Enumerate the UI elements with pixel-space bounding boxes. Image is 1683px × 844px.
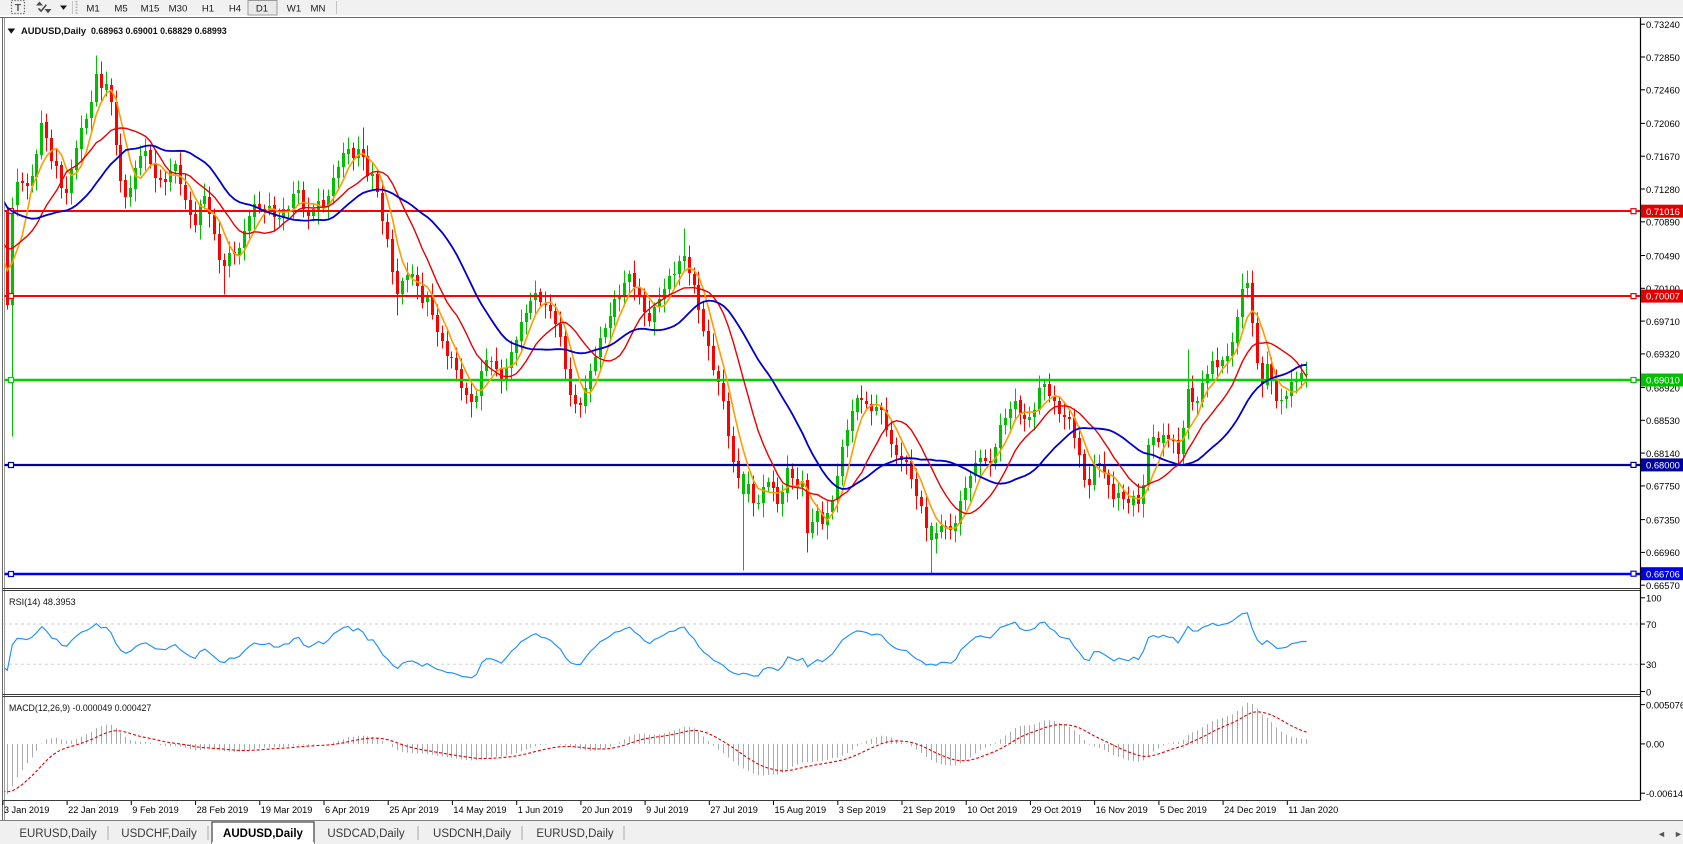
svg-text:19 Mar 2019: 19 Mar 2019 [261, 805, 313, 815]
svg-text:3 Sep 2019: 3 Sep 2019 [839, 805, 886, 815]
svg-text:0.68530: 0.68530 [1646, 415, 1680, 426]
svg-text:USDCHF,Daily: USDCHF,Daily [121, 828, 197, 840]
svg-text:AUDUSD,Daily: AUDUSD,Daily [21, 25, 87, 36]
svg-text:EURUSD,Daily: EURUSD,Daily [536, 828, 614, 840]
svg-text:1 Jun 2019: 1 Jun 2019 [518, 805, 563, 815]
svg-text:9 Jul 2019: 9 Jul 2019 [646, 805, 688, 815]
svg-text:EURUSD,Daily: EURUSD,Daily [19, 828, 97, 840]
svg-text:0.66570: 0.66570 [1646, 580, 1680, 591]
svg-text:MACD(12,26,9) -0.000049 0.0004: MACD(12,26,9) -0.000049 0.000427 [9, 703, 151, 713]
svg-text:29 Oct 2019: 29 Oct 2019 [1031, 805, 1081, 815]
svg-text:0.68963 0.69001 0.68829 0.6899: 0.68963 0.69001 0.68829 0.68993 [91, 26, 227, 36]
svg-text:0.71670: 0.71670 [1646, 151, 1680, 162]
svg-text:M30: M30 [169, 4, 188, 15]
svg-text:20 Jun 2019: 20 Jun 2019 [582, 805, 633, 815]
svg-text:0.70890: 0.70890 [1646, 217, 1680, 228]
svg-text:0.73240: 0.73240 [1646, 19, 1680, 30]
svg-text:-0.006148: -0.006148 [1646, 788, 1683, 799]
svg-text:D1: D1 [256, 4, 268, 15]
svg-text:22 Jan 2019: 22 Jan 2019 [68, 805, 119, 815]
svg-text:14 May 2019: 14 May 2019 [453, 805, 506, 815]
svg-text:27 Jul 2019: 27 Jul 2019 [710, 805, 758, 815]
svg-text:24 Dec 2019: 24 Dec 2019 [1224, 805, 1276, 815]
svg-text:11 Jan 2020: 11 Jan 2020 [1288, 805, 1338, 815]
svg-text:0.72850: 0.72850 [1646, 52, 1680, 63]
svg-text:0.70100: 0.70100 [1646, 283, 1680, 294]
svg-text:0.69320: 0.69320 [1646, 349, 1680, 360]
svg-text:MN: MN [311, 4, 326, 15]
svg-text:0.71280: 0.71280 [1646, 184, 1680, 195]
svg-text:0.70007: 0.70007 [1646, 291, 1680, 302]
svg-text:0.66960: 0.66960 [1646, 547, 1680, 558]
svg-text:21 Sep 2019: 21 Sep 2019 [903, 805, 955, 815]
svg-text:T: T [15, 2, 22, 14]
svg-text:RSI(14) 48.3953: RSI(14) 48.3953 [9, 597, 76, 607]
svg-text:15 Aug 2019: 15 Aug 2019 [775, 805, 827, 815]
svg-text:6 Apr 2019: 6 Apr 2019 [325, 805, 369, 815]
svg-text:0.005076: 0.005076 [1646, 699, 1683, 710]
svg-text:H4: H4 [229, 4, 242, 15]
svg-text:0.66706: 0.66706 [1646, 568, 1680, 579]
svg-text:30: 30 [1646, 659, 1656, 670]
svg-text:0.69710: 0.69710 [1646, 316, 1680, 327]
svg-text:16 Nov 2019: 16 Nov 2019 [1096, 805, 1148, 815]
svg-text:3 Jan 2019: 3 Jan 2019 [4, 805, 49, 815]
svg-text:0: 0 [1646, 686, 1651, 697]
svg-text:0.72060: 0.72060 [1646, 118, 1680, 129]
svg-text:0.00: 0.00 [1646, 739, 1664, 750]
svg-text:USDCNH,Daily: USDCNH,Daily [433, 828, 511, 840]
svg-text:9 Feb 2019: 9 Feb 2019 [132, 805, 179, 815]
svg-text:H1: H1 [202, 4, 214, 15]
svg-text:►: ► [1674, 829, 1683, 839]
svg-text:28 Feb 2019: 28 Feb 2019 [197, 805, 249, 815]
svg-text:0.68000: 0.68000 [1646, 460, 1680, 471]
svg-text:0.70490: 0.70490 [1646, 250, 1680, 261]
svg-text:0.68920: 0.68920 [1646, 382, 1680, 393]
svg-text:25 Apr 2019: 25 Apr 2019 [389, 805, 439, 815]
svg-text:USDCAD,Daily: USDCAD,Daily [327, 828, 405, 840]
svg-text:◄: ◄ [1657, 829, 1666, 839]
svg-text:M1: M1 [86, 4, 99, 15]
svg-text:0.68140: 0.68140 [1646, 448, 1680, 459]
svg-text:M5: M5 [114, 4, 127, 15]
svg-text:W1: W1 [287, 4, 301, 15]
svg-text:AUDUSD,Daily: AUDUSD,Daily [223, 828, 303, 840]
svg-text:M15: M15 [141, 4, 160, 15]
svg-text:0.72460: 0.72460 [1646, 85, 1680, 96]
svg-text:70: 70 [1646, 619, 1656, 630]
svg-text:5 Dec 2019: 5 Dec 2019 [1160, 805, 1207, 815]
svg-text:10 Oct 2019: 10 Oct 2019 [967, 805, 1017, 815]
svg-text:0.67350: 0.67350 [1646, 514, 1680, 525]
svg-text:100: 100 [1646, 593, 1662, 604]
svg-text:0.69010: 0.69010 [1646, 375, 1680, 386]
svg-text:0.67750: 0.67750 [1646, 481, 1680, 492]
svg-text:0.71016: 0.71016 [1646, 206, 1680, 217]
